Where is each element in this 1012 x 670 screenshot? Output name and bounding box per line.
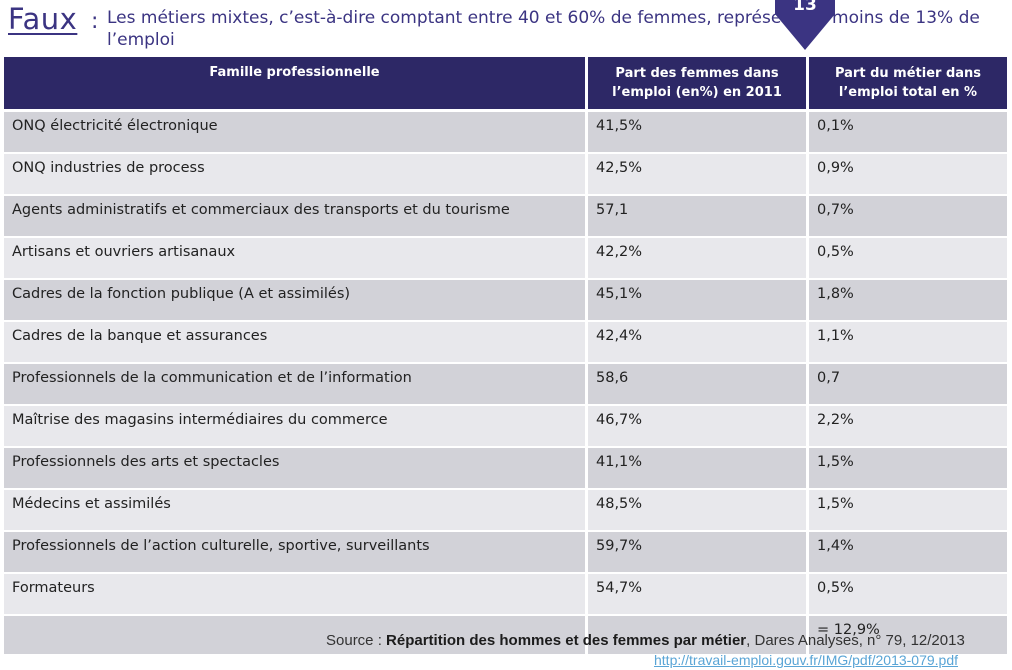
cell-famille: Cadres de la banque et assurances bbox=[4, 322, 588, 364]
cell-part-femmes: 57,1 bbox=[588, 196, 809, 238]
cell-part-metier: 1,8% bbox=[809, 280, 1007, 322]
cell-part-femmes: 58,6 bbox=[588, 364, 809, 406]
cell-part-metier: 0,5% bbox=[809, 574, 1007, 616]
cell-famille: Professionnels de l’action culturelle, s… bbox=[4, 532, 588, 574]
cell-famille: Professionnels des arts et spectacles bbox=[4, 448, 588, 490]
verdict-colon: : bbox=[91, 9, 99, 34]
cell-part-metier: 1,5% bbox=[809, 490, 1007, 532]
chevron-down-icon bbox=[775, 0, 835, 50]
cell-famille: Artisans et ouvriers artisanaux bbox=[4, 238, 588, 280]
cell-part-femmes: 41,1% bbox=[588, 448, 809, 490]
cell-part-metier: 0,5% bbox=[809, 238, 1007, 280]
table-row: Cadres de la fonction publique (A et ass… bbox=[4, 280, 1007, 322]
cell-famille: Professionnels de la communication et de… bbox=[4, 364, 588, 406]
cell-famille: ONQ industries de process bbox=[4, 154, 588, 196]
cell-part-femmes: 59,7% bbox=[588, 532, 809, 574]
cell-part-femmes: 42,4% bbox=[588, 322, 809, 364]
table-row: Médecins et assimilés 48,5% 1,5% bbox=[4, 490, 1007, 532]
table-row: Artisans et ouvriers artisanaux 42,2% 0,5% bbox=[4, 238, 1007, 280]
table-row: Professionnels de l’action culturelle, s… bbox=[4, 532, 1007, 574]
source-title: Répartition des hommes et des femmes par… bbox=[386, 632, 747, 649]
cell-part-metier: 1,5% bbox=[809, 448, 1007, 490]
table-row: Cadres de la banque et assurances 42,4% 1,… bbox=[4, 322, 1007, 364]
cell-part-metier: 1,4% bbox=[809, 532, 1007, 574]
cell-part-metier: 1,1% bbox=[809, 322, 1007, 364]
verdict-label: Faux bbox=[8, 2, 78, 36]
cell-famille: Maîtrise des magasins intermédiaires du … bbox=[4, 406, 588, 448]
cell-part-femmes: 46,7% bbox=[588, 406, 809, 448]
cell-famille bbox=[4, 616, 588, 656]
cell-part-femmes bbox=[588, 616, 809, 656]
cell-famille: ONQ électricité électronique bbox=[4, 112, 588, 154]
table-row: Professionnels de la communication et de… bbox=[4, 364, 1007, 406]
cell-famille: Agents administratifs et commerciaux des… bbox=[4, 196, 588, 238]
table-row: ONQ électricité électronique 41,5% 0,1% bbox=[4, 112, 1007, 154]
cell-famille: Formateurs bbox=[4, 574, 588, 616]
cell-famille: Cadres de la fonction publique (A et ass… bbox=[4, 280, 588, 322]
cell-part-metier: 0,7 bbox=[809, 364, 1007, 406]
cell-part-metier: 0,1% bbox=[809, 112, 1007, 154]
cell-part-femmes: 54,7% bbox=[588, 574, 809, 616]
table-header-row: Famille professionnelle Part des femmes … bbox=[4, 57, 1007, 112]
statement-text: Les métiers mixtes, c’est-à-dire comptan… bbox=[107, 8, 980, 50]
table-row: = 12,9% bbox=[4, 616, 1007, 656]
table-row: Agents administratifs et commerciaux des… bbox=[4, 196, 1007, 238]
cell-part-femmes: 42,2% bbox=[588, 238, 809, 280]
table-row: Formateurs 54,7% 0,5% bbox=[4, 574, 1007, 616]
source-prefix: Source : bbox=[326, 632, 387, 649]
table-row: ONQ industries de process 42,5% 0,9% bbox=[4, 154, 1007, 196]
slide-number: 13 bbox=[793, 0, 817, 15]
cell-part-femmes: 48,5% bbox=[588, 490, 809, 532]
table-row: Maîtrise des magasins intermédiaires du … bbox=[4, 406, 1007, 448]
cell-part-femmes: 42,5% bbox=[588, 154, 809, 196]
data-table: Famille professionnelle Part des femmes … bbox=[4, 57, 1007, 656]
cell-part-metier: = 12,9% bbox=[809, 616, 1007, 656]
column-header-part-metier: Part du métier dans l’emploi total en % bbox=[809, 57, 1007, 112]
source-link[interactable]: http://travail-emploi.gouv.fr/IMG/pdf/20… bbox=[654, 652, 959, 668]
cell-part-femmes: 45,1% bbox=[588, 280, 809, 322]
column-header-famille: Famille professionnelle bbox=[4, 57, 588, 112]
cell-part-femmes: 41,5% bbox=[588, 112, 809, 154]
table-row: Professionnels des arts et spectacles 41,… bbox=[4, 448, 1007, 490]
slide-header: Faux : Les métiers mixtes, c’est-à-dire … bbox=[0, 0, 1012, 56]
column-header-part-femmes: Part des femmes dans l’emploi (en%) en 2… bbox=[588, 57, 809, 112]
cell-part-metier: 0,9% bbox=[809, 154, 1007, 196]
table-body: ONQ électricité électronique 41,5% 0,1% ONQ… bbox=[4, 112, 1007, 656]
cell-part-metier: 2,2% bbox=[809, 406, 1007, 448]
slide-number-badge: 13 bbox=[775, 0, 835, 50]
source-suffix: , Dares Analyses, n° 79, 12/2013 bbox=[746, 632, 965, 649]
cell-famille: Médecins et assimilés bbox=[4, 490, 588, 532]
cell-part-metier: 0,7% bbox=[809, 196, 1007, 238]
source-citation: Source : Répartition des hommes et des f… bbox=[326, 632, 965, 649]
